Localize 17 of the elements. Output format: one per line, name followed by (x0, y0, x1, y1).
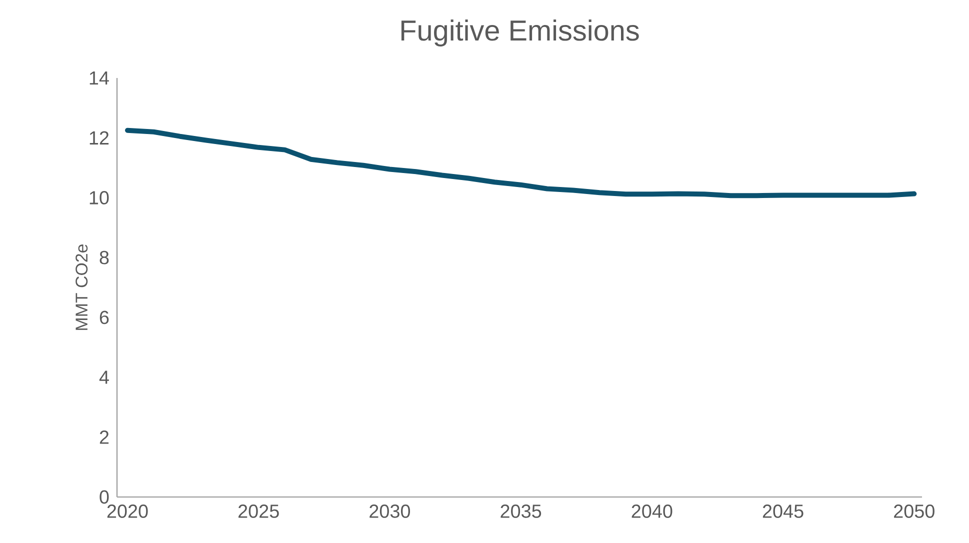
y-tick-label: 8 (100, 250, 109, 264)
y-axis-title: MMT CO2e (76, 244, 88, 330)
y-tick-label: 0 (100, 490, 109, 504)
x-tick-label: 2050 (894, 504, 934, 518)
x-tick-label: 2035 (500, 504, 542, 518)
y-tick-label: 10 (90, 190, 109, 204)
y-tick-label: 6 (100, 310, 109, 324)
y-tick-label: 12 (90, 131, 109, 144)
y-tick-label: 14 (90, 71, 109, 84)
x-tick-label: 2040 (632, 504, 672, 518)
x-tick-label: 2030 (370, 504, 410, 518)
x-tick-label: 2045 (762, 504, 804, 518)
y-tick-label: 2 (100, 430, 109, 444)
x-tick-label: 2025 (238, 504, 279, 518)
chart-title: Fugitive Emissions (401, 20, 639, 46)
y-tick-label: 4 (99, 370, 109, 384)
x-tick-label: 2020 (107, 504, 148, 518)
